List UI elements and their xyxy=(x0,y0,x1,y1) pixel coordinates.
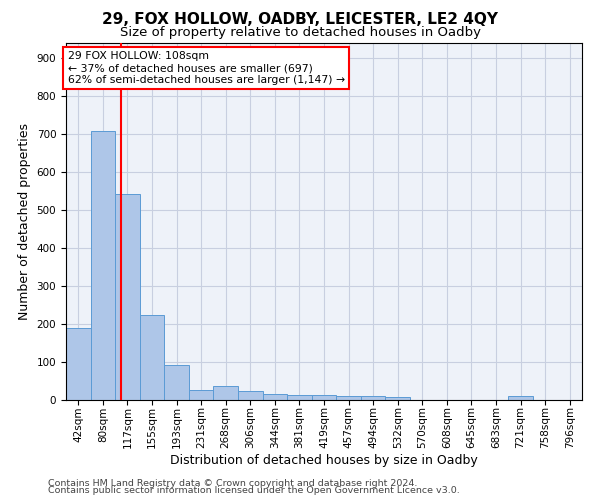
Text: Contains HM Land Registry data © Crown copyright and database right 2024.: Contains HM Land Registry data © Crown c… xyxy=(48,478,418,488)
Bar xyxy=(164,366,189,400)
Bar xyxy=(214,386,238,400)
Bar xyxy=(263,394,287,400)
Text: Size of property relative to detached houses in Oadby: Size of property relative to detached ho… xyxy=(119,26,481,39)
Bar xyxy=(140,315,164,400)
Text: Contains public sector information licensed under the Open Government Licence v3: Contains public sector information licen… xyxy=(48,486,460,495)
Bar xyxy=(385,397,410,400)
Bar xyxy=(66,328,91,400)
Bar xyxy=(361,396,385,400)
Bar xyxy=(508,396,533,400)
X-axis label: Distribution of detached houses by size in Oadby: Distribution of detached houses by size … xyxy=(170,454,478,467)
Bar xyxy=(238,391,263,400)
Bar xyxy=(115,194,140,400)
Bar xyxy=(287,395,312,400)
Bar xyxy=(312,396,336,400)
Text: 29, FOX HOLLOW, OADBY, LEICESTER, LE2 4QY: 29, FOX HOLLOW, OADBY, LEICESTER, LE2 4Q… xyxy=(102,12,498,28)
Bar xyxy=(336,396,361,400)
Text: 29 FOX HOLLOW: 108sqm
← 37% of detached houses are smaller (697)
62% of semi-det: 29 FOX HOLLOW: 108sqm ← 37% of detached … xyxy=(68,52,344,84)
Y-axis label: Number of detached properties: Number of detached properties xyxy=(18,122,31,320)
Bar xyxy=(189,390,214,400)
Bar xyxy=(91,132,115,400)
